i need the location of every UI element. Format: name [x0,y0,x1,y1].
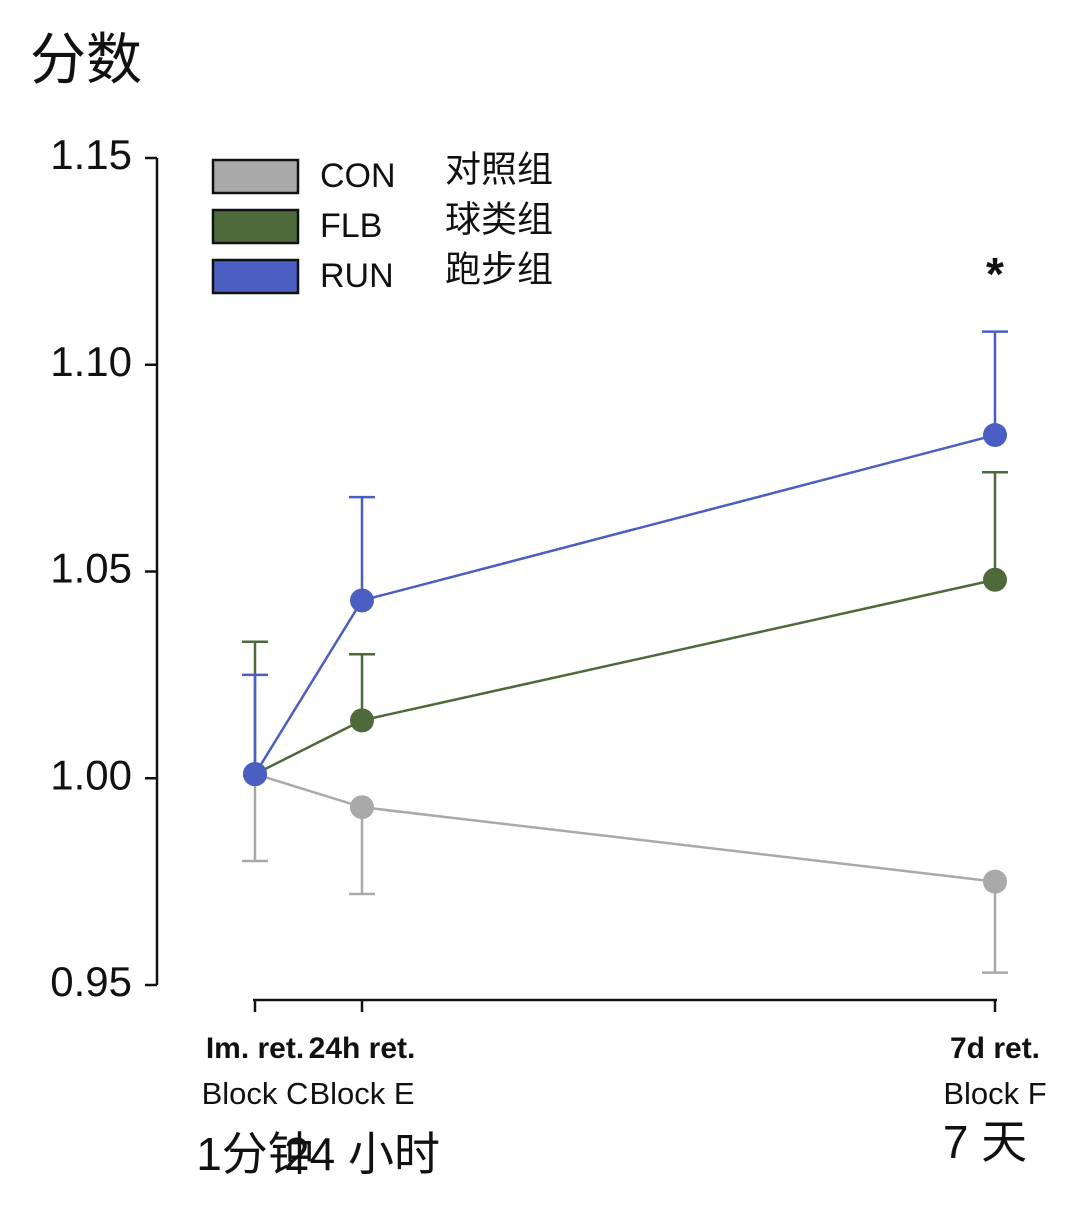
legend-translation: 对照组 [445,149,553,190]
chart-title: 分数 [30,28,142,91]
x-tick-label: Im. ret. [206,1032,304,1065]
x-tick-translation: 7 天 [943,1116,1027,1168]
legend-swatch [211,258,300,295]
y-tick-label: 1.10 [50,338,132,385]
y-tick-label: 1.15 [50,131,132,178]
y-tick-label: 0.95 [50,958,132,1005]
x-tick-translation: 24 小时 [284,1128,440,1180]
error-bar [349,807,375,896]
x-tick-sublabel: Block E [309,1076,414,1111]
error-bar [982,881,1008,974]
series-line [254,772,996,883]
x-tick-label: 7d ret. [950,1032,1040,1065]
error-bar [982,330,1008,436]
data-point [983,567,1007,592]
data-point [983,869,1007,894]
x-tick-sublabel: Block C [202,1076,309,1111]
data-point [350,588,374,613]
x-tick-sublabel: Block F [943,1076,1046,1111]
legend-label: CON [320,157,396,195]
data-point [983,423,1007,448]
error-bar [242,673,268,775]
annotation: * [986,248,1004,300]
legend-label: RUN [320,257,394,295]
legend-translation: 球类组 [445,199,553,240]
error-bar [982,471,1008,580]
legend-translation: 跑步组 [445,249,553,290]
y-tick-label: 1.05 [50,545,132,592]
legend-label: FLB [320,207,382,245]
x-tick-label: 24h ret. [309,1032,416,1065]
x-tick-translation: 1分钟 [196,1128,314,1180]
y-tick-label: 1.00 [50,751,132,798]
data-point [243,762,267,787]
error-bar [349,495,375,601]
data-point [350,708,374,733]
data-point [350,795,374,820]
legend-swatch [211,208,300,245]
error-bar [242,774,268,863]
legend-swatch [211,158,300,195]
